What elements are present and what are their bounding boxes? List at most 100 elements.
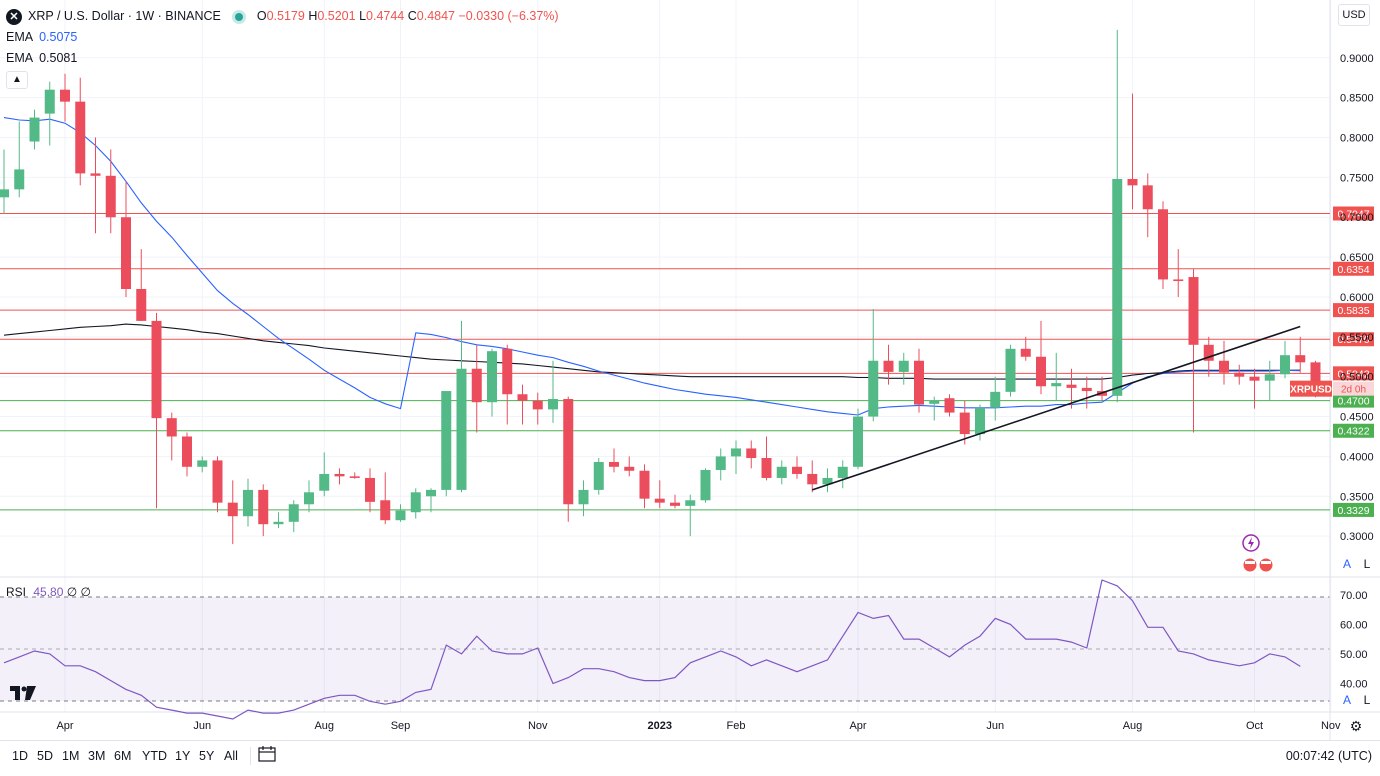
rsi-auto-scale-button[interactable]: A — [1342, 693, 1351, 707]
ema-fast-line[interactable] — [3, 117, 1301, 416]
candle[interactable] — [334, 468, 345, 485]
candle[interactable] — [441, 391, 452, 497]
candle[interactable] — [1158, 201, 1168, 289]
candle[interactable] — [792, 456, 802, 479]
candle[interactable] — [349, 472, 360, 479]
candle[interactable] — [578, 480, 589, 517]
ema2-row[interactable]: EMA 0.5081 — [6, 48, 559, 69]
candle[interactable] — [700, 468, 711, 503]
candle[interactable] — [670, 494, 680, 509]
candle[interactable] — [380, 472, 391, 525]
candle[interactable] — [1295, 336, 1306, 373]
candle[interactable] — [1264, 360, 1275, 401]
collapse-legend-button[interactable]: ▲ — [6, 71, 28, 89]
candle[interactable] — [75, 77, 86, 186]
candle[interactable] — [1005, 344, 1016, 397]
candle[interactable] — [822, 468, 833, 493]
candle[interactable] — [136, 249, 147, 321]
candle[interactable] — [1081, 376, 1092, 409]
candle[interactable] — [853, 408, 863, 470]
trendline[interactable] — [811, 325, 1301, 491]
candle[interactable] — [944, 394, 955, 417]
rsi-log-scale-button[interactable]: L — [1363, 693, 1371, 707]
candle[interactable] — [1127, 93, 1138, 210]
settings-gear-icon[interactable]: ⚙ — [1349, 718, 1363, 734]
candle[interactable] — [990, 376, 1001, 421]
currency-selector[interactable]: USD — [1338, 4, 1370, 26]
candle[interactable] — [90, 137, 101, 234]
candle[interactable] — [151, 312, 162, 509]
candle[interactable] — [1249, 368, 1260, 409]
candle[interactable] — [60, 73, 70, 122]
candle[interactable] — [624, 456, 635, 477]
timeframe-3m[interactable]: 3M — [88, 749, 106, 763]
candle[interactable] — [517, 384, 528, 425]
candle[interactable] — [609, 448, 619, 473]
candle[interactable] — [212, 456, 223, 513]
timeframe-1m[interactable]: 1M — [62, 749, 80, 763]
close-x-icon[interactable]: ✕ — [6, 8, 22, 25]
candle[interactable] — [1142, 173, 1153, 238]
timeframe-5d[interactable]: 5D — [37, 749, 53, 763]
candle[interactable] — [1066, 368, 1077, 409]
candle[interactable] — [471, 344, 482, 433]
utc-clock[interactable]: 00:07:42 (UTC) — [1285, 749, 1372, 763]
candle[interactable] — [1020, 336, 1031, 361]
candle[interactable] — [898, 352, 909, 385]
symbol-title[interactable]: XRP / U.S. Dollar · 1W · BINANCE — [28, 9, 221, 23]
rsi-legend[interactable]: RSI 45.80 ∅ ∅ — [6, 585, 91, 599]
candle[interactable] — [1188, 269, 1199, 433]
candle[interactable] — [319, 452, 330, 497]
candle[interactable] — [548, 360, 558, 423]
candle[interactable] — [746, 440, 757, 469]
auto-scale-button[interactable]: A — [1342, 557, 1351, 571]
candle[interactable] — [1112, 29, 1123, 403]
candle[interactable] — [1036, 320, 1046, 395]
candle[interactable] — [243, 478, 253, 527]
candle[interactable] — [883, 344, 894, 385]
rsi-line[interactable] — [3, 579, 1301, 720]
candle[interactable] — [288, 500, 299, 533]
candle[interactable] — [1219, 340, 1229, 385]
candle[interactable] — [29, 109, 40, 150]
timeframe-1d[interactable]: 1D — [12, 749, 28, 763]
candle[interactable] — [593, 458, 604, 495]
candle[interactable] — [685, 494, 696, 537]
candle[interactable] — [304, 480, 314, 513]
candle[interactable] — [1280, 340, 1290, 379]
candle[interactable] — [456, 320, 467, 493]
candle[interactable] — [182, 432, 192, 477]
candle[interactable] — [776, 460, 787, 485]
timeframe-1y[interactable]: 1Y — [175, 749, 191, 763]
candle[interactable] — [273, 512, 284, 529]
calendar-icon[interactable] — [258, 746, 276, 762]
tradingview-logo-icon[interactable] — [10, 686, 36, 705]
candle[interactable] — [105, 149, 116, 234]
candle[interactable] — [761, 436, 772, 481]
candle[interactable] — [365, 468, 375, 513]
log-scale-button[interactable]: L — [1363, 557, 1371, 571]
candle[interactable] — [959, 400, 970, 445]
candle[interactable] — [868, 308, 879, 422]
candle[interactable] — [121, 181, 131, 297]
candle[interactable] — [227, 480, 238, 545]
candle[interactable] — [715, 448, 726, 481]
candle[interactable] — [410, 488, 421, 519]
candle[interactable] — [197, 456, 208, 473]
candle[interactable] — [487, 348, 497, 417]
candle[interactable] — [426, 488, 436, 513]
candle[interactable] — [14, 121, 25, 198]
candle[interactable] — [563, 396, 574, 522]
candle[interactable] — [639, 464, 650, 509]
timeframe-ytd[interactable]: YTD — [142, 749, 167, 763]
ema-slow-line[interactable] — [3, 323, 1301, 380]
candle[interactable] — [837, 460, 848, 489]
candle[interactable] — [166, 412, 177, 461]
timeframe-6m[interactable]: 6M — [114, 749, 132, 763]
candle[interactable] — [0, 149, 9, 214]
candle[interactable] — [1051, 352, 1062, 401]
candle[interactable] — [1234, 364, 1245, 385]
candle[interactable] — [395, 504, 406, 522]
ema1-row[interactable]: EMA 0.5075 — [6, 27, 559, 48]
